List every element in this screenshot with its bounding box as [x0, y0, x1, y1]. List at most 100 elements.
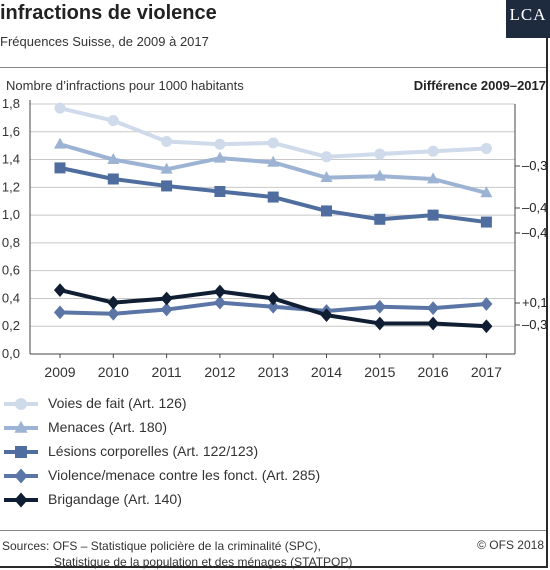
data-point [427, 145, 439, 157]
data-point [214, 186, 226, 197]
data-point [427, 172, 440, 184]
source-line-1: Sources: OFS – Statistique policière de … [2, 539, 321, 553]
data-point [267, 191, 279, 203]
chart-title: infractions de violence [0, 2, 217, 24]
legend-label: Menaces (Art. 180) [48, 419, 168, 435]
x-tick-label: 2017 [471, 364, 502, 380]
x-tick-label: 2010 [98, 364, 129, 380]
data-point [373, 316, 386, 331]
legend-label: Voies de fait (Art. 126) [48, 395, 187, 411]
data-point [107, 306, 120, 321]
data-point [160, 302, 173, 317]
data-point [213, 295, 226, 310]
data-point [321, 205, 332, 217]
chart-subtitle: Fréquences Suisse, de 2009 à 2017 [0, 34, 209, 49]
data-point [54, 162, 66, 174]
legend-swatch [4, 420, 38, 433]
source-line-2: Statistique de la population et des ména… [54, 555, 353, 569]
data-point [427, 209, 439, 221]
legend-marker [15, 398, 27, 410]
data-point [161, 180, 173, 192]
lca-logo: LCA [506, 0, 550, 38]
y-tick-label: 0,8 [2, 235, 20, 250]
x-tick-label: 2015 [364, 364, 395, 380]
difference-label: –0,4 [522, 200, 547, 215]
data-point [373, 299, 386, 314]
x-tick-label: 2013 [258, 364, 289, 380]
legend-marker [14, 420, 28, 433]
top-rule [0, 67, 546, 68]
legend-swatch [4, 492, 38, 508]
legend-swatch [4, 446, 38, 458]
y-tick-label: 1,6 [2, 124, 20, 139]
data-point [53, 137, 67, 149]
legend-label: Violence/menace contre les fonct. (Art. … [48, 467, 321, 483]
difference-title: Différence 2009–2017 [413, 78, 546, 93]
difference-label: –0,4 [522, 225, 547, 240]
data-point [374, 213, 386, 225]
x-tick-label: 2009 [44, 364, 75, 380]
data-point [267, 299, 280, 314]
legend-label: Lésions corporelles (Art. 122/123) [48, 443, 259, 459]
y-tick-label: 0,4 [2, 290, 20, 305]
data-point [213, 284, 226, 299]
difference-label: –0,3 [522, 317, 547, 332]
series-3 [53, 295, 493, 321]
legend-marker [14, 468, 28, 484]
difference-label: +0,1 [522, 295, 548, 310]
difference-label: –0,3 [522, 158, 547, 173]
data-point [480, 319, 493, 334]
x-tick-label: 2014 [311, 364, 342, 380]
data-point [427, 301, 440, 316]
data-point [320, 171, 333, 183]
x-tick-label: 2016 [418, 364, 449, 380]
data-point [267, 155, 280, 167]
y-tick-label: 1,8 [2, 96, 20, 111]
bottom-rule [0, 530, 546, 531]
data-point [267, 291, 280, 306]
data-point [214, 138, 226, 150]
data-point [480, 297, 493, 311]
y-axis-label: Nombre d’infractions pour 1000 habitants [6, 78, 244, 93]
legend-marker [15, 446, 27, 458]
y-tick-label: 1,4 [2, 152, 20, 167]
series-4 [53, 283, 493, 334]
legend-swatch [4, 468, 38, 484]
legend-label: Brigandage (Art. 140) [48, 491, 182, 507]
data-point [267, 137, 279, 149]
data-point [160, 162, 173, 174]
series-0 [54, 102, 492, 163]
data-point [107, 173, 119, 185]
data-point [161, 136, 173, 147]
data-point [107, 115, 119, 127]
y-tick-label: 1,0 [2, 207, 20, 222]
y-tick-label: 0,2 [2, 318, 20, 333]
data-point [480, 216, 492, 228]
data-point [54, 102, 66, 114]
data-point [480, 186, 493, 198]
data-point [53, 305, 67, 320]
series-line [59, 106, 487, 159]
y-tick-label: 1,2 [2, 179, 20, 194]
series-2 [54, 162, 492, 228]
data-point [480, 142, 492, 154]
legend-marker [14, 492, 28, 508]
data-point [320, 308, 333, 322]
data-point [374, 148, 386, 160]
copyright: © OFS 2018 [477, 538, 544, 552]
data-point [53, 283, 67, 297]
x-tick-label: 2011 [152, 364, 182, 380]
data-point [107, 152, 120, 164]
data-point [213, 151, 226, 163]
x-tick-label: 2012 [204, 364, 235, 380]
data-point [321, 151, 332, 163]
data-point [427, 316, 440, 331]
data-point [160, 291, 173, 306]
legend-swatch [4, 398, 38, 410]
data-point [107, 295, 120, 310]
series-1 [53, 137, 493, 198]
source-note: Sources: OFS – Statistique policière de … [2, 538, 352, 570]
y-tick-label: 0,0 [2, 346, 20, 361]
